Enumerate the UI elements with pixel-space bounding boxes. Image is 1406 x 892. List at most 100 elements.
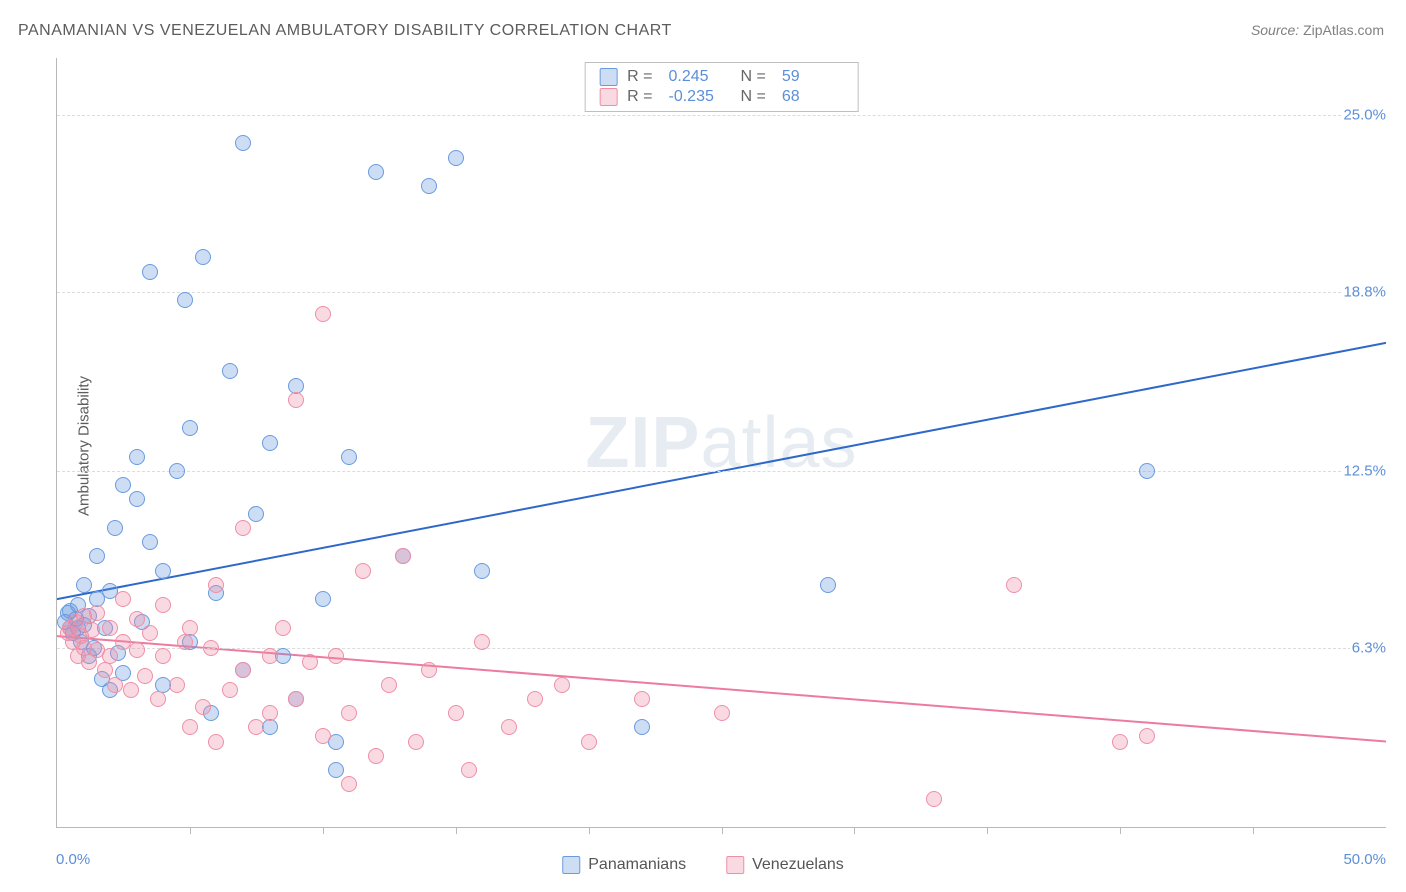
data-point <box>634 719 650 735</box>
y-tick-label: 18.8% <box>1341 283 1388 300</box>
gridline <box>57 115 1386 116</box>
data-point <box>177 634 193 650</box>
data-point <box>634 691 650 707</box>
data-point <box>381 677 397 693</box>
r-label-1: R = <box>627 68 652 86</box>
data-point <box>142 264 158 280</box>
x-tick <box>854 827 855 834</box>
data-point <box>208 577 224 593</box>
data-point <box>102 620 118 636</box>
data-point <box>448 705 464 721</box>
legend-swatch-icon <box>562 856 580 874</box>
data-point <box>169 677 185 693</box>
data-point <box>1139 728 1155 744</box>
gridline <box>57 648 1386 649</box>
data-point <box>341 776 357 792</box>
data-point <box>76 577 92 593</box>
data-point <box>248 719 264 735</box>
data-point <box>203 640 219 656</box>
data-point <box>262 435 278 451</box>
data-point <box>129 449 145 465</box>
data-point <box>820 577 836 593</box>
data-point <box>315 591 331 607</box>
data-point <box>341 705 357 721</box>
data-point <box>195 249 211 265</box>
x-tick <box>987 827 988 834</box>
data-point <box>97 662 113 678</box>
legend-swatch-panamanians <box>599 68 617 86</box>
data-point <box>89 548 105 564</box>
data-point <box>123 682 139 698</box>
data-point <box>315 728 331 744</box>
chart-title: PANAMANIAN VS VENEZUELAN AMBULATORY DISA… <box>18 22 672 40</box>
r-label-2: R = <box>627 88 652 106</box>
data-point <box>474 634 490 650</box>
data-point <box>222 363 238 379</box>
x-axis-max-label: 50.0% <box>1343 851 1386 868</box>
y-tick-label: 6.3% <box>1350 639 1388 656</box>
data-point <box>107 677 123 693</box>
data-point <box>275 620 291 636</box>
data-point <box>129 611 145 627</box>
legend-label-panamanians: Panamanians <box>588 856 686 874</box>
data-point <box>235 520 251 536</box>
legend-swatch-icon <box>726 856 744 874</box>
y-tick-label: 12.5% <box>1341 462 1388 479</box>
data-point <box>554 677 570 693</box>
x-tick <box>1120 827 1121 834</box>
gridline <box>57 471 1386 472</box>
data-point <box>328 648 344 664</box>
data-point <box>408 734 424 750</box>
data-point <box>169 463 185 479</box>
data-point <box>107 520 123 536</box>
gridline <box>57 292 1386 293</box>
data-point <box>368 164 384 180</box>
data-point <box>129 491 145 507</box>
x-tick <box>589 827 590 834</box>
data-point <box>182 620 198 636</box>
data-point <box>421 178 437 194</box>
r-value-2: -0.235 <box>669 88 725 106</box>
n-label-1: N = <box>741 68 766 86</box>
data-point <box>182 719 198 735</box>
x-tick <box>323 827 324 834</box>
n-value-1: 59 <box>782 68 838 86</box>
data-point <box>501 719 517 735</box>
y-tick-label: 25.0% <box>1341 106 1388 123</box>
data-point <box>421 662 437 678</box>
data-point <box>208 734 224 750</box>
x-tick <box>456 827 457 834</box>
data-point <box>448 150 464 166</box>
legend-label-venezuelans: Venezuelans <box>752 856 844 874</box>
data-point <box>1139 463 1155 479</box>
x-axis-min-label: 0.0% <box>56 851 90 868</box>
legend-swatch-venezuelans <box>599 88 617 106</box>
x-tick <box>190 827 191 834</box>
x-tick <box>722 827 723 834</box>
source-attribution: Source: ZipAtlas.com <box>1251 22 1384 38</box>
data-point <box>926 791 942 807</box>
r-value-1: 0.245 <box>669 68 725 86</box>
data-point <box>150 691 166 707</box>
data-point <box>328 762 344 778</box>
data-point <box>368 748 384 764</box>
data-point <box>115 477 131 493</box>
data-point <box>1006 577 1022 593</box>
data-point <box>155 563 171 579</box>
chart-container: PANAMANIAN VS VENEZUELAN AMBULATORY DISA… <box>0 0 1406 892</box>
x-tick <box>1253 827 1254 834</box>
data-point <box>235 662 251 678</box>
data-point <box>84 622 100 638</box>
data-point <box>89 605 105 621</box>
data-point <box>155 648 171 664</box>
series-legend: Panamanians Venezuelans <box>562 856 843 874</box>
data-point <box>248 506 264 522</box>
data-point <box>115 591 131 607</box>
legend-item-venezuelans: Venezuelans <box>726 856 844 874</box>
data-point <box>142 534 158 550</box>
data-point <box>262 705 278 721</box>
correlation-row-venezuelans: R = -0.235 N = 68 <box>585 87 858 107</box>
data-point <box>129 642 145 658</box>
data-point <box>235 135 251 151</box>
data-point <box>474 563 490 579</box>
